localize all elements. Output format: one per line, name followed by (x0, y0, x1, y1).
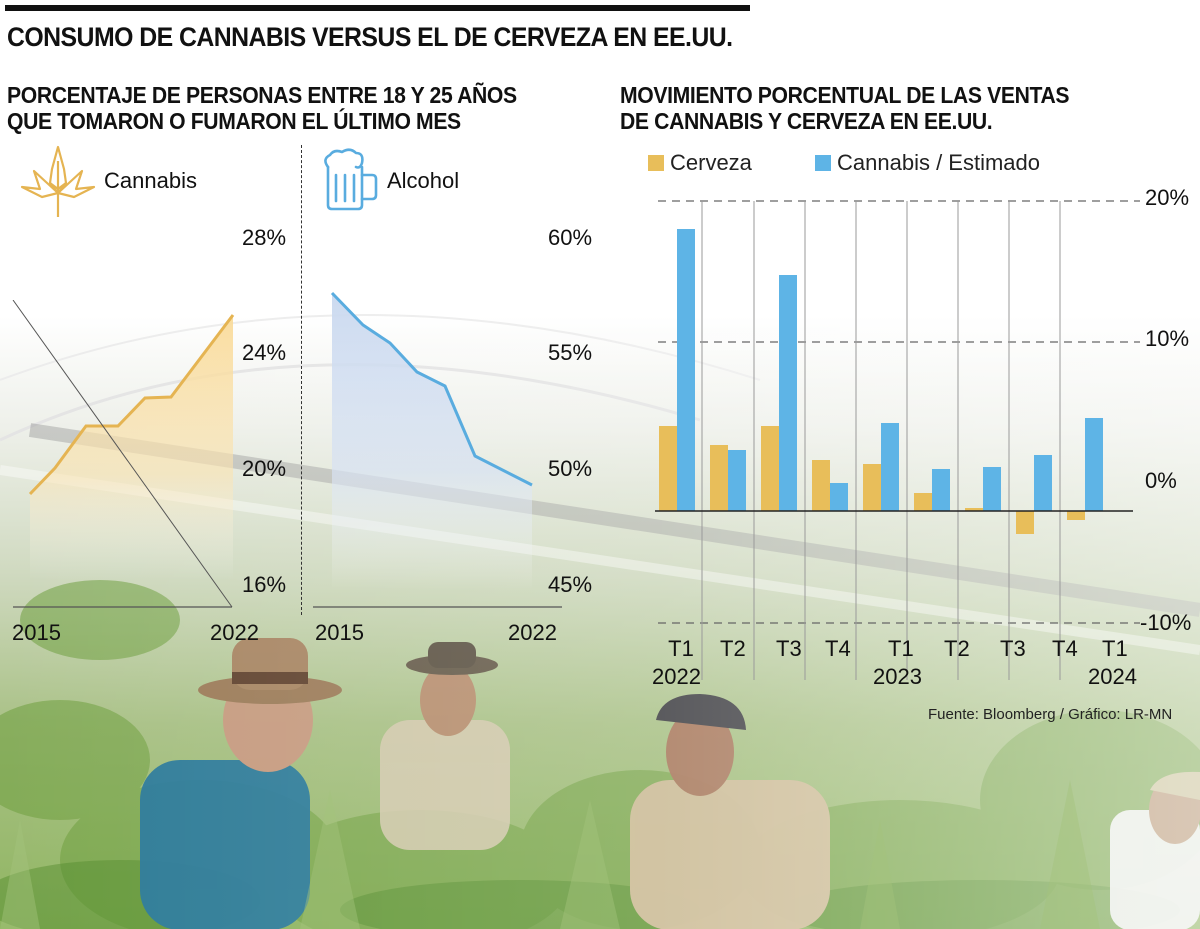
right-chart-subtitle: MOVIMIENTO PORCENTUAL DE LAS VENTAS DE C… (620, 82, 1070, 134)
alcohol-x-tick-start: 2015 (315, 620, 364, 645)
left-subtitle-line1: PORCENTAJE DE PERSONAS ENTRE 18 Y 25 AÑO… (7, 82, 517, 108)
alcohol-y-tick-45: 45% (548, 572, 593, 597)
cannabis-area-chart (12, 300, 235, 608)
alcohol-area-chart (313, 291, 562, 608)
cannabis-x-tick-start: 2015 (12, 620, 61, 645)
top-rule (5, 5, 750, 11)
bars-cerveza (659, 426, 1085, 534)
cannabis-x-tick-end: 2022 (210, 620, 259, 645)
cannabis-y-tick-24: 24% (242, 340, 287, 365)
bar-y-tick-20: 20% (1145, 185, 1190, 210)
cannabis-y-tick-20: 20% (242, 456, 287, 481)
bar-y-tick-10: 10% (1145, 326, 1190, 351)
bar-x-tick-5-year: 2023 (873, 664, 922, 689)
left-subtitle-line2: QUE TOMARON O FUMARON EL ÚLTIMO MES (7, 108, 461, 134)
legend-cerveza-label: Cerveza (670, 150, 752, 175)
alcohol-y-tick-60: 60% (548, 225, 593, 250)
bar-x-tick-4: T4 (825, 636, 851, 661)
left-chart-subtitle: PORCENTAJE DE PERSONAS ENTRE 18 Y 25 AÑO… (7, 82, 517, 134)
bar-x-tick-2: T2 (720, 636, 746, 661)
cannabis-y-tick-28: 28% (242, 225, 287, 250)
legend-cannabis: Cannabis / Estimado (815, 150, 1040, 176)
cannabis-x-axis (12, 300, 233, 608)
source-note: Fuente: Bloomberg / Gráfico: LR-MN (928, 706, 1173, 723)
alcohol-x-tick-end: 2022 (508, 620, 557, 645)
panel-divider (301, 145, 302, 615)
bars-cannabis (677, 229, 1103, 511)
bar-x-tick-3: T3 (776, 636, 802, 661)
legend-cannabis-swatch (815, 155, 831, 171)
legend-cerveza-swatch (648, 155, 664, 171)
cannabis-label: Cannabis (104, 168, 197, 193)
bar-x-tick-8: T4 (1052, 636, 1078, 661)
right-subtitle-line1: MOVIMIENTO PORCENTUAL DE LAS VENTAS (620, 82, 1070, 108)
legend-cannabis-label: Cannabis / Estimado (837, 150, 1040, 175)
bar-y-tick-0: 0% (1145, 468, 1177, 493)
cannabis-y-tick-16: 16% (242, 572, 287, 597)
bar-x-tick-1: T1 (668, 636, 694, 661)
alcohol-y-tick-55: 55% (548, 340, 593, 365)
legend-cerveza: Cerveza (648, 150, 752, 176)
bar-x-tick-9: T1 (1102, 636, 1128, 661)
cannabis-leaf-icon (20, 145, 96, 217)
bar-x-tick-1-year: 2022 (652, 664, 701, 689)
bar-y-tick-neg10: -10% (1140, 610, 1192, 635)
right-subtitle-line2: DE CANNABIS Y CERVEZA EN EE.UU. (620, 108, 993, 134)
sales-bar-chart (655, 200, 1140, 680)
alcohol-label: Alcohol (387, 168, 460, 193)
bar-x-tick-6: T2 (944, 636, 970, 661)
beer-mug-icon (324, 148, 378, 211)
bar-x-tick-9-year: 2024 (1088, 664, 1137, 689)
page-title: CONSUMO DE CANNABIS VERSUS EL DE CERVEZA… (7, 22, 733, 52)
bar-x-tick-5: T1 (888, 636, 914, 661)
alcohol-y-tick-50: 50% (548, 456, 593, 481)
bar-x-tick-7: T3 (1000, 636, 1026, 661)
